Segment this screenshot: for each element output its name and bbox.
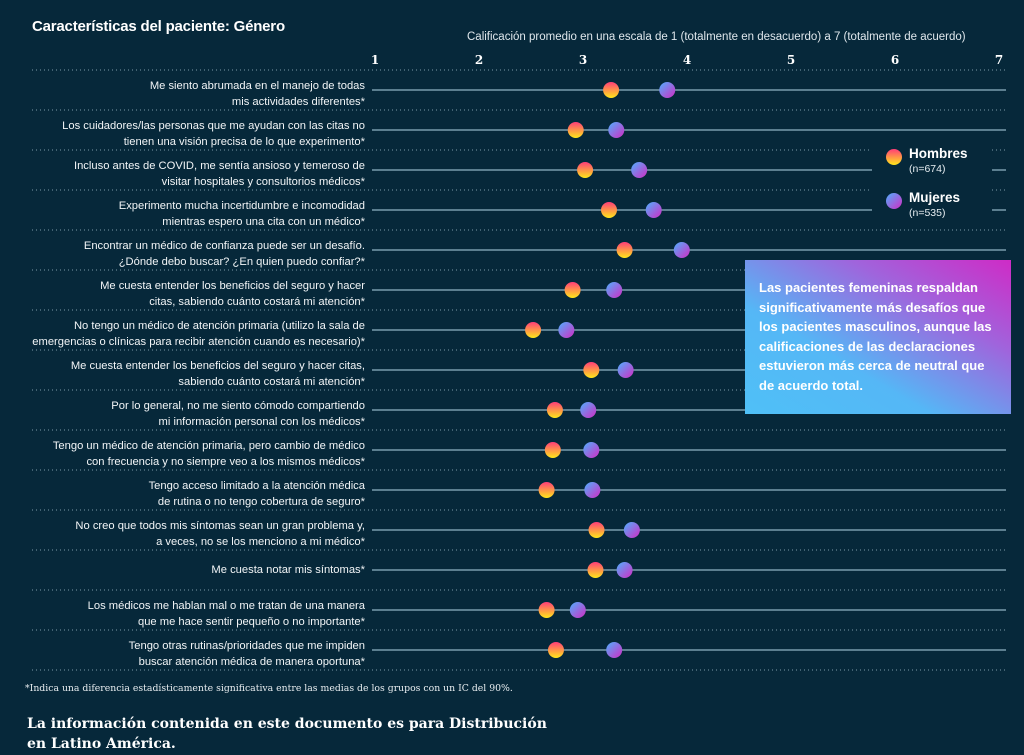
hombres-dot [601,202,617,218]
row-label: Incluso antes de COVID, me sentía ansios… [5,158,365,190]
row-label: Los médicos me hablan mal o me tratan de… [5,598,365,630]
row-label-line: de rutina o no tengo cobertura de seguro… [157,496,365,508]
mujeres-dot [608,122,625,138]
legend-hombres-count: (n=674) [909,163,946,175]
footnote: *Indica una diferencia estadísticamente … [25,683,513,694]
row-label-line: citas, sabiendo cuánto costará mi atenci… [149,296,365,308]
hombres-dot [588,522,605,538]
mujeres-dot [606,282,623,298]
row-label-line: buscar atención médica de manera oportun… [138,656,365,668]
x-tick-label: 6 [891,53,899,67]
row-label: Los cuidadores/las personas que me ayuda… [5,118,365,150]
row-label-line: tienen una visión precisa de lo que expe… [123,136,365,148]
hombres-dot [547,642,564,658]
row-label: No creo que todos mis síntomas sean un g… [5,518,365,550]
hombres-dot [587,562,604,578]
x-tick-label: 4 [683,53,691,67]
x-tick-label: 3 [579,53,587,67]
hombres-dot [583,362,600,378]
hombres-dot [564,282,581,298]
row-label-line: a veces, no se los menciono a mi médico* [156,536,365,548]
row-label-line: mis actividades diferentes* [231,96,365,108]
hombres-dot [538,482,555,498]
row-label: Me cuesta notar mis síntomas* [5,562,365,578]
mujeres-dot [645,202,662,218]
hombres-dot [544,442,561,458]
hombres-dot-icon [886,149,902,165]
mujeres-dot [584,482,601,498]
hombres-dot [603,82,620,98]
chart-title: Características del paciente: Género [32,18,285,35]
row-label-line: Encontrar un médico de confianza puede s… [83,240,365,252]
legend-mujeres-count: (n=535) [909,207,946,219]
x-tick-label: 5 [787,53,795,67]
row-label-line: Me cuesta entender los beneficios del se… [100,280,365,292]
mujeres-dot [617,362,634,378]
row-label-line: ¿Dónde debo buscar? ¿En quien puedo conf… [118,256,365,268]
mujeres-dot [623,522,640,538]
row-label-line: Experimento mucha incertidumbre e incomo… [118,200,365,212]
row-label-line: sabiendo cuánto costará mi atención* [178,376,365,388]
row-label: Tengo acceso limitado a la atención médi… [5,478,365,510]
mujeres-dot [616,562,633,578]
mujeres-dot [631,162,648,178]
callout-box: Las pacientes femeninas respaldan signif… [745,260,1011,414]
legend-mujeres-label: Mujeres [909,190,961,205]
mujeres-dot [673,242,690,258]
distribution-disclaimer: La información contenida en este documen… [27,716,547,752]
row-label: Me cuesta entender los beneficios del se… [5,358,365,390]
row-label: Por lo general, no me siento cómodo comp… [5,398,365,430]
row-label-line: Tengo un médico de atención primaria, pe… [52,440,365,452]
row-label-line: con frecuencia y no siempre veo a los mi… [86,456,365,468]
x-axis-label: Calificación promedio en una escala de 1… [467,31,966,43]
row-label-line: emergencias o clínicas para recibir aten… [32,336,365,348]
x-tick-label: 7 [995,53,1003,67]
hombres-dot [525,322,542,338]
x-tick-label: 1 [371,53,379,67]
mujeres-dot [583,442,600,458]
row-label: Tengo otras rutinas/prioridades que me i… [5,638,365,670]
row-label-line: visitar hospitales y consultorios médico… [161,176,365,188]
row-label: Me cuesta entender los beneficios del se… [5,278,365,310]
row-label-line: mi información personal con los médicos* [158,416,365,428]
hombres-dot [546,402,563,418]
hombres-dot [567,122,584,138]
legend-hombres-label: Hombres [909,146,968,161]
mujeres-dot [659,82,676,98]
row-label-line: Los cuidadores/las personas que me ayuda… [62,120,365,132]
row-label: Tengo un médico de atención primaria, pe… [5,438,365,470]
hombres-dot [577,162,594,178]
row-label-line: Tengo otras rutinas/prioridades que me i… [128,640,365,652]
row-label: No tengo un médico de atención primaria … [5,318,365,350]
mujeres-dot [569,602,586,618]
row-label-line: mientras espero una cita con un médico* [162,216,365,228]
row-label-line: Me siento abrumada en el manejo de todas [149,80,365,92]
row-label: Encontrar un médico de confianza puede s… [5,238,365,270]
row-label-line: Por lo general, no me siento cómodo comp… [111,400,365,412]
row-label-line: que me hace sentir pequeño o no importan… [137,616,365,628]
row-label-line: Incluso antes de COVID, me sentía ansios… [73,160,365,172]
row-label-line: Me cuesta entender los beneficios del se… [70,360,365,372]
row-label-line: Tengo acceso limitado a la atención médi… [148,480,365,492]
hombres-dot [538,602,555,618]
hombres-dot [616,242,633,258]
x-tick-label: 2 [475,53,483,67]
row-label: Me siento abrumada en el manejo de todas… [5,78,365,110]
mujeres-dot-icon [886,193,902,209]
row-label-line: Me cuesta notar mis síntomas* [211,564,365,576]
mujeres-dot [580,402,597,418]
mujeres-dot [558,322,575,338]
row-label: Experimento mucha incertidumbre e incomo… [5,198,365,230]
row-label-line: No tengo un médico de atención primaria … [73,320,365,332]
mujeres-dot [606,642,623,658]
row-label-line: Los médicos me hablan mal o me tratan de… [87,600,365,612]
row-label-line: No creo que todos mis síntomas sean un g… [75,520,365,532]
